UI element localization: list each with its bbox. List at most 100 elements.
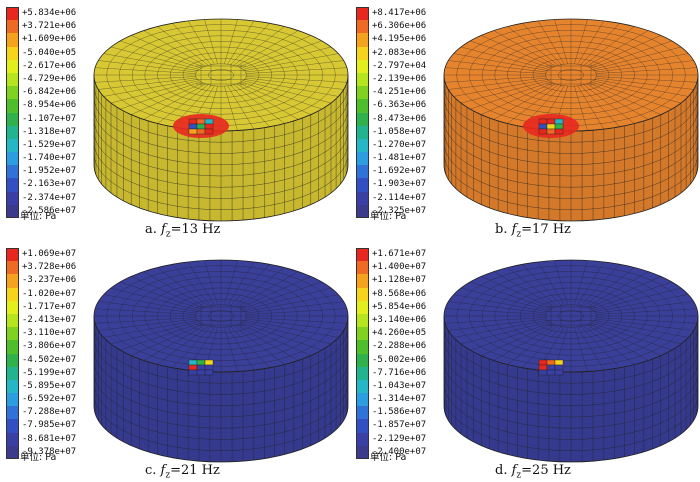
legend-swatch — [6, 59, 19, 73]
legend-entry: +1.609e+06 — [6, 33, 76, 47]
legend-entry: -3.237e+06 — [6, 274, 76, 288]
legend-swatch — [6, 366, 19, 380]
legend-swatch — [356, 72, 369, 87]
legend-value: +4.260e+05 — [372, 328, 427, 339]
legend-entry: -2.325e+07 — [356, 204, 426, 218]
cylinder-mesh-render — [93, 259, 349, 463]
legend-entry: -6.592e+07 — [6, 393, 76, 407]
legend-entry: -1.529e+07 — [6, 138, 77, 153]
legend-entry: +3.721e+06 — [6, 20, 76, 34]
legend-entry: -1.903e+07 — [356, 178, 427, 192]
legend-value: -2.129e+07 — [372, 433, 427, 444]
legend-entry: +6.306e+06 — [356, 20, 426, 34]
legend-entry: -2.114e+07 — [356, 191, 426, 205]
unit-label: 单位: Pa — [370, 452, 407, 463]
legend-value: +3.140e+06 — [372, 314, 427, 325]
cylinder-mesh-render — [93, 18, 349, 222]
legend-value: -4.502e+07 — [22, 354, 77, 365]
legend-value: -1.717e+07 — [22, 301, 77, 312]
legend-swatch — [356, 99, 369, 113]
legend-entry: -7.716e+06 — [356, 366, 427, 380]
legend-value: -8.681e+07 — [22, 433, 77, 444]
legend-entry: +1.671e+07 — [356, 248, 427, 262]
legend-value: +1.400e+07 — [372, 262, 427, 273]
stress-hotspot — [538, 359, 564, 376]
legend-value: -1.529e+07 — [22, 139, 77, 150]
legend-value: +4.195e+06 — [372, 34, 427, 45]
legend-entry: -2.797e+04 — [356, 59, 426, 73]
legend-swatch — [6, 313, 19, 328]
legend-entry: -6.363e+06 — [356, 99, 426, 113]
panel-caption: a. fz=13 Hz — [145, 222, 221, 240]
legend-value: -5.040e+05 — [22, 47, 77, 58]
legend-entry: -1.857e+07 — [356, 419, 426, 433]
panel-caption: d. fz=25 Hz — [495, 463, 571, 481]
legend-value: -1.043e+07 — [372, 380, 427, 391]
legend-value: -1.740e+07 — [22, 153, 77, 164]
legend-value: -7.716e+06 — [372, 367, 427, 378]
stress-hotspot — [523, 114, 579, 138]
legend-value: +8.568e+06 — [372, 288, 427, 299]
legend-swatch — [6, 152, 19, 166]
legend-swatch — [6, 274, 19, 288]
legend-entry: -5.002e+06 — [356, 353, 426, 367]
legend-swatch — [356, 393, 369, 407]
legend-value: -2.586e+07 — [22, 205, 77, 216]
legend-value: -1.692e+07 — [372, 166, 427, 177]
legend-swatch — [356, 313, 369, 328]
legend-swatch — [6, 46, 19, 60]
legend-swatch — [6, 20, 19, 34]
legend-entry: -1.107e+07 — [6, 112, 76, 126]
legend-entry: -8.681e+07 — [6, 432, 77, 446]
legend-entry: +1.400e+07 — [356, 261, 427, 275]
legend-value: -1.020e+07 — [22, 288, 77, 299]
panel-c: +1.069e+07 +3.728e+06 -3.237e+06 -1.020e+07… — [0, 241, 350, 482]
legend-entry: -6.842e+06 — [6, 86, 76, 100]
legend-value: -1.903e+07 — [372, 179, 427, 190]
legend-entry: -2.288e+06 — [356, 340, 426, 354]
legend-swatch — [356, 59, 369, 73]
legend-value: -1.270e+07 — [372, 139, 427, 150]
legend-value: -1.314e+07 — [372, 394, 427, 405]
legend-swatch — [6, 445, 19, 459]
legend-entry: -2.413e+07 — [6, 313, 77, 328]
legend-value: -2.413e+07 — [22, 314, 77, 325]
legend-value: -8.473e+06 — [372, 113, 427, 124]
legend-swatch — [356, 46, 369, 60]
unit-label: 单位: Pa — [20, 452, 57, 463]
legend-swatch — [6, 33, 19, 47]
legend-entry: +1.128e+07 — [356, 274, 426, 288]
legend-swatch — [356, 86, 369, 100]
legend-swatch — [356, 178, 369, 192]
legend-entry: +5.854e+06 — [356, 300, 426, 314]
legend-value: -8.954e+06 — [22, 100, 77, 111]
legend-swatch — [6, 165, 19, 179]
legend-value: -2.163e+07 — [22, 179, 77, 190]
legend-entry: -2.374e+07 — [6, 191, 76, 205]
legend-value: +3.728e+06 — [22, 262, 77, 273]
legend-swatch — [356, 327, 369, 341]
legend-value: +1.671e+07 — [372, 249, 427, 259]
color-legend: +8.417e+06 +6.306e+06 +4.195e+06 +2.083e+06… — [356, 7, 426, 218]
legend-value: -7.288e+07 — [22, 407, 77, 418]
unit-label: 单位: Pa — [20, 211, 57, 222]
legend-swatch — [356, 340, 369, 354]
legend-entry: -4.251e+06 — [356, 86, 426, 100]
legend-swatch — [6, 248, 19, 262]
stress-hotspot — [173, 114, 229, 138]
legend-entry: +8.417e+06 — [356, 7, 426, 21]
legend-swatch — [356, 138, 369, 153]
legend-swatch — [356, 353, 369, 367]
legend-entry: +4.260e+05 — [356, 327, 427, 341]
legend-swatch — [356, 165, 369, 179]
legend-swatch — [356, 125, 369, 139]
legend-swatch — [356, 287, 369, 301]
legend-swatch — [6, 406, 19, 420]
legend-value: +1.069e+07 — [22, 249, 77, 259]
legend-value: -1.481e+07 — [372, 153, 427, 164]
legend-entry: -1.692e+07 — [356, 165, 427, 179]
legend-value: -2.617e+06 — [22, 60, 77, 71]
legend-value: -1.952e+07 — [22, 166, 77, 177]
legend-entry: +1.069e+07 — [6, 248, 77, 262]
